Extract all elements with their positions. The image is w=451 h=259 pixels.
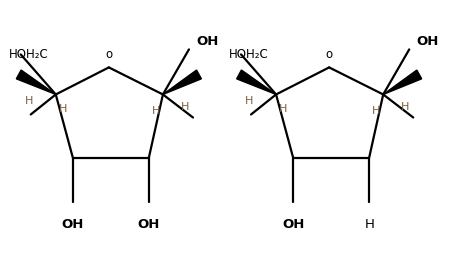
Polygon shape [382, 70, 421, 95]
Text: OH: OH [61, 218, 84, 231]
Text: OH: OH [415, 35, 437, 48]
Polygon shape [16, 70, 55, 95]
Text: OH: OH [196, 35, 218, 48]
Text: H: H [278, 104, 287, 114]
Text: o: o [325, 48, 332, 61]
Polygon shape [236, 70, 276, 95]
Text: H: H [244, 96, 253, 106]
Text: OH: OH [138, 218, 160, 231]
Text: H: H [400, 103, 408, 112]
Text: HOH₂C: HOH₂C [229, 48, 268, 61]
Text: H: H [364, 218, 373, 231]
Text: H: H [152, 106, 160, 117]
Text: H: H [24, 96, 33, 106]
Text: o: o [105, 48, 112, 61]
Text: H: H [371, 106, 380, 117]
Text: H: H [180, 103, 189, 112]
Text: HOH₂C: HOH₂C [9, 48, 48, 61]
Polygon shape [162, 70, 201, 95]
Text: OH: OH [281, 218, 304, 231]
Text: H: H [59, 104, 67, 114]
